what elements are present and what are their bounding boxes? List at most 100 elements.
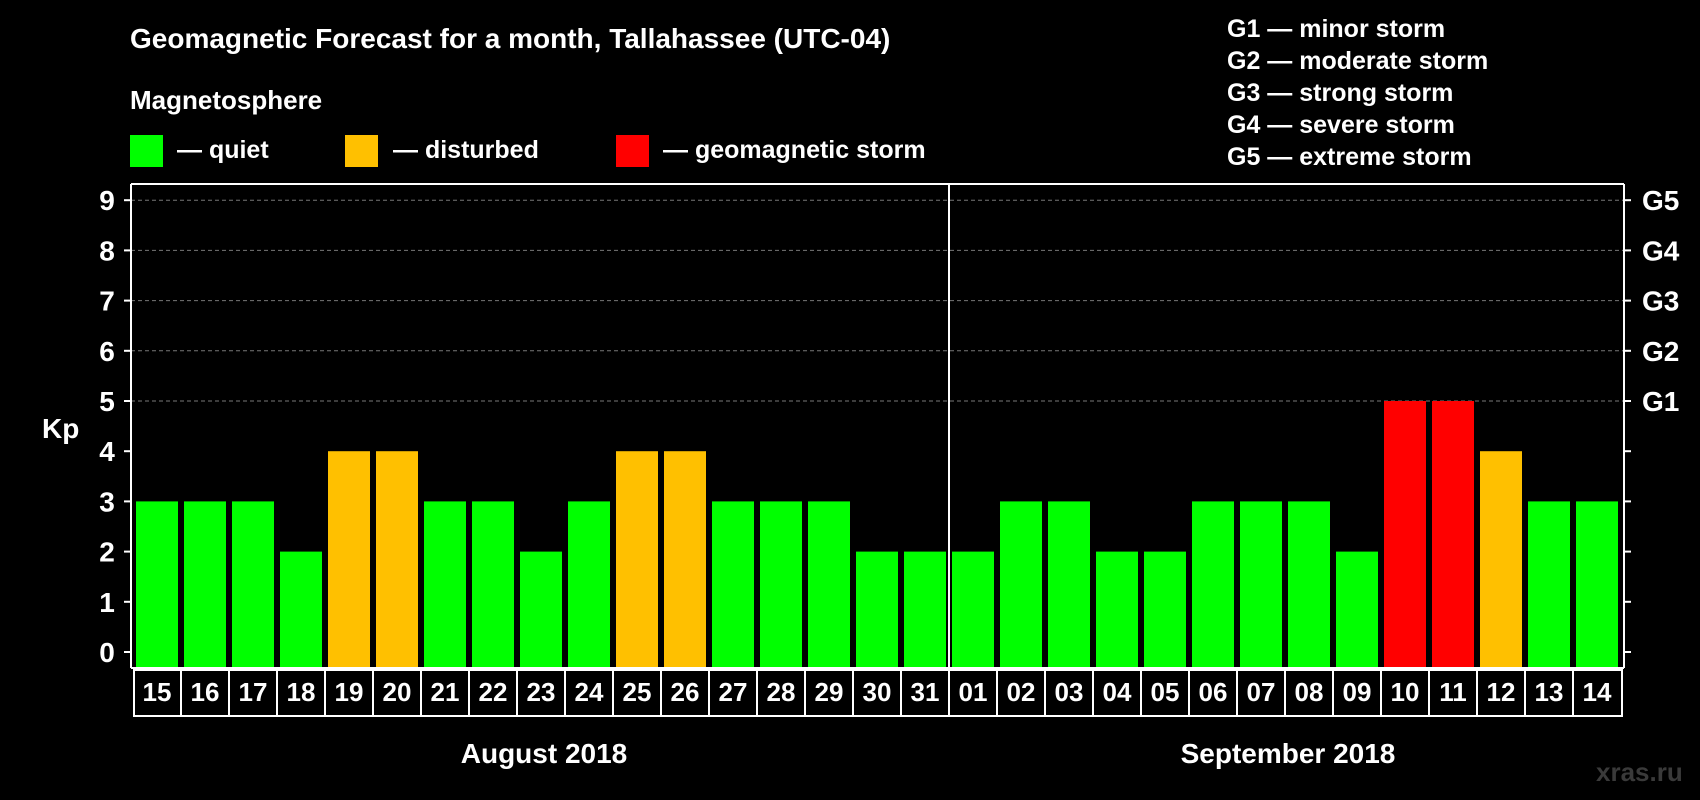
bar-03 [1048, 501, 1090, 668]
day-label-19: 19 [335, 677, 364, 707]
chart-title: Geomagnetic Forecast for a month, Tallah… [130, 23, 890, 54]
bar-17 [232, 501, 274, 668]
day-label-04: 04 [1103, 677, 1132, 707]
bar-24 [568, 501, 610, 668]
bar-23 [520, 551, 562, 668]
day-label-15: 15 [143, 677, 172, 707]
legend-quiet-swatch [130, 135, 163, 167]
g-scale-g1: G1 — minor storm [1227, 15, 1445, 43]
bar-05 [1144, 551, 1186, 668]
day-label-31: 31 [911, 677, 940, 707]
bar-11 [1432, 401, 1474, 668]
g-scale-g4: G4 — severe storm [1227, 111, 1455, 139]
day-labels: 15 16 17 18 19 20 21 22 23 24 25 26 27 28 29 30 31 01 02 03… [133, 669, 1623, 717]
y-tick-label-0: 0 [99, 637, 115, 668]
bar-08 [1288, 501, 1330, 668]
y-tick-label-7: 7 [99, 286, 115, 317]
bar-20 [376, 451, 418, 668]
bar-27 [712, 501, 754, 668]
axes [130, 183, 1625, 669]
day-label-01: 01 [959, 677, 988, 707]
y-tick-label-5: 5 [99, 386, 115, 417]
g-label-g2: G2 [1642, 336, 1679, 367]
y-tick-label-2: 2 [99, 537, 115, 568]
bar-28 [760, 501, 802, 668]
day-label-24: 24 [575, 677, 604, 707]
legend-quiet-label: — quiet [177, 136, 269, 164]
g-label-g3: G3 [1642, 286, 1679, 317]
g-label-g4: G4 [1642, 235, 1680, 266]
day-label-11: 11 [1439, 677, 1467, 707]
y-tick-label-1: 1 [99, 587, 115, 618]
bar-16 [184, 501, 226, 668]
bars [136, 401, 1618, 668]
watermark: xras.ru [1596, 757, 1683, 787]
day-label-13: 13 [1535, 677, 1564, 707]
day-label-18: 18 [287, 677, 316, 707]
bar-02 [1000, 501, 1042, 668]
month-label-0: August 2018 [461, 738, 628, 769]
bar-01 [952, 551, 994, 668]
ticks: 0 1 2 3 4 5 6 7 8 9 G1 G2 G3 G4 G5 [99, 185, 1680, 668]
day-label-09: 09 [1343, 677, 1372, 707]
day-label-21: 21 [431, 677, 460, 707]
bar-30 [856, 551, 898, 668]
legend-storm-label: — geomagnetic storm [663, 136, 926, 164]
y-tick-label-3: 3 [99, 486, 115, 517]
day-label-05: 05 [1151, 677, 1180, 707]
bar-26 [664, 451, 706, 668]
day-label-14: 14 [1583, 677, 1612, 707]
month-labels: August 2018 September 2018 [461, 738, 1396, 769]
bar-19 [328, 451, 370, 668]
y-tick-label-6: 6 [99, 336, 115, 367]
day-label-07: 07 [1247, 677, 1276, 707]
day-label-12: 12 [1487, 677, 1516, 707]
day-label-27: 27 [719, 677, 748, 707]
bar-15 [136, 501, 178, 668]
day-label-03: 03 [1055, 677, 1084, 707]
legend-storm-swatch [616, 135, 649, 167]
legend-disturbed-label: — disturbed [393, 136, 539, 164]
bar-31 [904, 551, 946, 668]
day-label-30: 30 [863, 677, 892, 707]
y-axis-label: Kp [42, 413, 79, 444]
day-label-29: 29 [815, 677, 844, 707]
day-label-16: 16 [191, 677, 220, 707]
bar-06 [1192, 501, 1234, 668]
legend-disturbed-swatch [345, 135, 378, 167]
bar-21 [424, 501, 466, 668]
day-label-08: 08 [1295, 677, 1324, 707]
g-label-g1: G1 [1642, 386, 1679, 417]
bar-29 [808, 501, 850, 668]
bar-07 [1240, 501, 1282, 668]
bar-04 [1096, 551, 1138, 668]
day-label-10: 10 [1391, 677, 1420, 707]
g-scale-g5: G5 — extreme storm [1227, 143, 1472, 171]
bar-22 [472, 501, 514, 668]
bar-25 [616, 451, 658, 668]
day-label-28: 28 [767, 677, 796, 707]
day-label-20: 20 [383, 677, 412, 707]
day-label-22: 22 [479, 677, 508, 707]
bar-13 [1528, 501, 1570, 668]
g-label-g5: G5 [1642, 185, 1679, 216]
day-label-strip [133, 669, 1623, 717]
y-tick-label-8: 8 [99, 235, 115, 266]
day-label-17: 17 [239, 677, 268, 707]
y-tick-label-9: 9 [99, 185, 115, 216]
bar-18 [280, 551, 322, 668]
day-label-26: 26 [671, 677, 700, 707]
bar-12 [1480, 451, 1522, 668]
day-label-02: 02 [1007, 677, 1036, 707]
bar-09 [1336, 551, 1378, 668]
g-scale-g3: G3 — strong storm [1227, 79, 1453, 107]
gridlines [131, 199, 1624, 402]
bar-10 [1384, 401, 1426, 668]
day-label-06: 06 [1199, 677, 1228, 707]
day-label-25: 25 [623, 677, 652, 707]
bar-14 [1576, 501, 1618, 668]
day-label-23: 23 [527, 677, 556, 707]
y-tick-label-4: 4 [99, 436, 115, 467]
g-scale-g2: G2 — moderate storm [1227, 47, 1488, 75]
